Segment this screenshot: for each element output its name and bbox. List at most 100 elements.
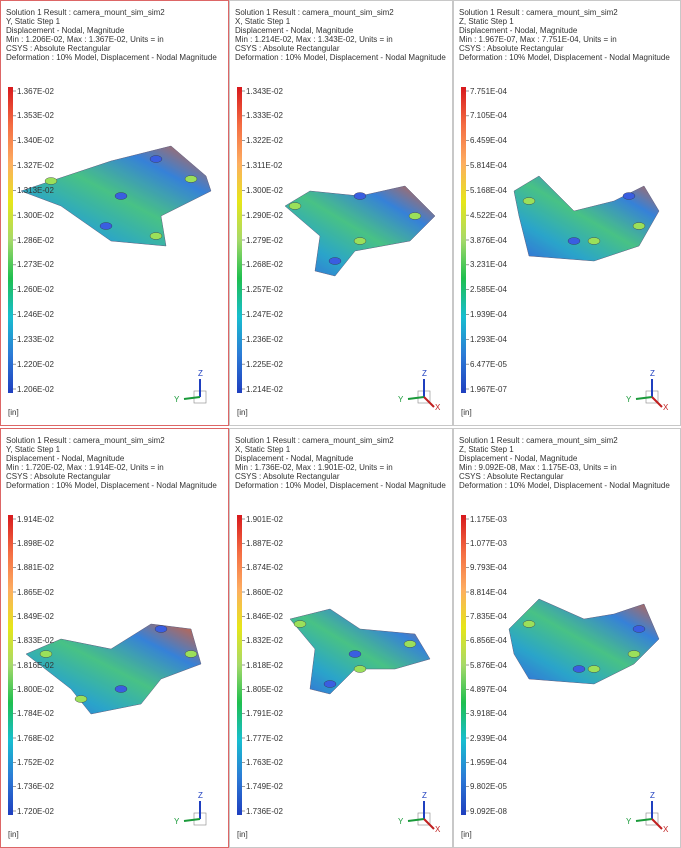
legend-label: 1.293E-04 [470, 335, 507, 344]
header-line: Solution 1 Result : camera_mount_sim_sim… [235, 8, 394, 17]
header-line: X, Static Step 1 [235, 17, 290, 26]
hole [289, 203, 301, 210]
legend-label: 1.914E-02 [17, 515, 54, 524]
triad-y [408, 819, 424, 821]
legend-label: 9.793E-04 [470, 563, 507, 572]
legend-label: 1.874E-02 [246, 563, 283, 572]
legend-label: 1.286E-02 [17, 236, 54, 245]
hole [45, 178, 57, 185]
legend-label: 3.876E-04 [470, 236, 507, 245]
triad-label: Z [650, 369, 655, 378]
header-line: Solution 1 Result : camera_mount_sim_sim… [459, 8, 618, 17]
legend-label: 1.768E-02 [17, 734, 54, 743]
header-line: CSYS : Absolute Rectangular [235, 44, 340, 53]
legend-label: 1.832E-02 [246, 636, 283, 645]
legend-label: 1.752E-02 [17, 758, 54, 767]
result-panel: ZYSolution 1 Result : camera_mount_sim_s… [0, 428, 229, 848]
triad-label: Z [422, 369, 427, 378]
legend-label: 1.898E-02 [17, 539, 54, 548]
legend-label: 1.268E-02 [246, 260, 283, 269]
header-line: CSYS : Absolute Rectangular [459, 44, 564, 53]
hole [354, 238, 366, 245]
header-line: Deformation : 10% Model, Displacement - … [6, 481, 217, 490]
legend-label: 1.800E-02 [17, 685, 54, 694]
legend-label: 4.522E-04 [470, 211, 507, 220]
hole [349, 651, 361, 658]
legend-label: 1.327E-02 [17, 161, 54, 170]
header-line: CSYS : Absolute Rectangular [459, 472, 564, 481]
legend-label: 1.257E-02 [246, 285, 283, 294]
header-line: Z, Static Step 1 [459, 445, 514, 454]
header-line: CSYS : Absolute Rectangular [6, 472, 111, 481]
legend-label: 1.343E-02 [246, 87, 283, 96]
header-line: Deformation : 10% Model, Displacement - … [459, 481, 670, 490]
legend-label: 1.784E-02 [17, 709, 54, 718]
header-line: Deformation : 10% Model, Displacement - … [6, 53, 217, 62]
legend-label: 1.311E-02 [246, 161, 282, 170]
header-line: CSYS : Absolute Rectangular [6, 44, 111, 53]
hole [628, 651, 640, 658]
hole [633, 223, 645, 230]
legend-label: 1.077E-03 [470, 539, 507, 548]
hole [40, 651, 52, 658]
legend-label: 8.814E-04 [470, 588, 507, 597]
hole [150, 233, 162, 240]
legend-label: 1.939E-04 [470, 310, 507, 319]
legend-label: 1.220E-02 [17, 360, 54, 369]
header-line: Min : 1.214E-02, Max : 1.343E-02, Units … [235, 35, 393, 44]
legend-label: 1.300E-02 [246, 186, 283, 195]
units-label: [in] [237, 830, 248, 839]
units-label: [in] [8, 830, 19, 839]
header-line: Solution 1 Result : camera_mount_sim_sim… [6, 436, 165, 445]
legend-label: 3.918E-04 [470, 709, 507, 718]
triad-x [652, 819, 662, 829]
header-line: Displacement - Nodal, Magnitude [6, 454, 124, 463]
triad-label: X [435, 403, 440, 412]
legend-label: 1.749E-02 [246, 782, 283, 791]
triad-y [408, 397, 424, 399]
color-bar [237, 87, 242, 393]
legend-label: 1.860E-02 [246, 588, 283, 597]
legend-label: 1.290E-02 [246, 211, 283, 220]
result-panel: ZYXSolution 1 Result : camera_mount_sim_… [453, 428, 681, 848]
triad-label: Z [198, 791, 203, 800]
header-line: Y, Static Step 1 [6, 445, 60, 454]
mesh-model [509, 599, 659, 684]
header-line: Displacement - Nodal, Magnitude [459, 454, 577, 463]
legend-label: 1.818E-02 [246, 661, 283, 670]
result-panel: Z Y X Solution 1 Result : camera_mount_sim_… [229, 0, 453, 426]
triad-y [636, 819, 652, 821]
hole [294, 621, 306, 628]
hole [573, 666, 585, 673]
legend-label: 1.225E-02 [246, 360, 283, 369]
legend-label: 1.881E-02 [17, 563, 54, 572]
legend-label: 2.585E-04 [470, 285, 507, 294]
legend-label: 6.856E-04 [470, 636, 507, 645]
triad-label: X [663, 403, 668, 412]
legend-label: 1.791E-02 [246, 709, 283, 718]
legend-label: 1.300E-02 [17, 211, 54, 220]
legend-label: 1.353E-02 [17, 111, 54, 120]
legend-label: 1.273E-02 [17, 260, 54, 269]
legend-label: 6.459E-04 [470, 136, 507, 145]
hole [523, 198, 535, 205]
triad-label: Y [626, 817, 631, 826]
header-line: Solution 1 Result : camera_mount_sim_sim… [235, 436, 394, 445]
legend-label: 9.802E-05 [470, 782, 507, 791]
page: Z Y Solution 1 Result : camera_mount_sim_s… [0, 0, 681, 848]
header-line: Displacement - Nodal, Magnitude [235, 26, 353, 35]
hole [623, 193, 635, 200]
triad-label: Z [422, 791, 427, 800]
triad-label: Y [398, 395, 403, 404]
hole [404, 641, 416, 648]
legend-label: 1.967E-07 [470, 385, 507, 394]
legend-label: 1.367E-02 [17, 87, 54, 96]
hole [115, 193, 127, 200]
legend-label: 5.168E-04 [470, 186, 507, 195]
legend-label: 9.092E-08 [470, 807, 507, 816]
header-line: Deformation : 10% Model, Displacement - … [235, 53, 446, 62]
legend-label: 1.313E-02 [17, 186, 54, 195]
legend-label: 1.777E-02 [246, 734, 283, 743]
legend-label: 1.260E-02 [17, 285, 54, 294]
